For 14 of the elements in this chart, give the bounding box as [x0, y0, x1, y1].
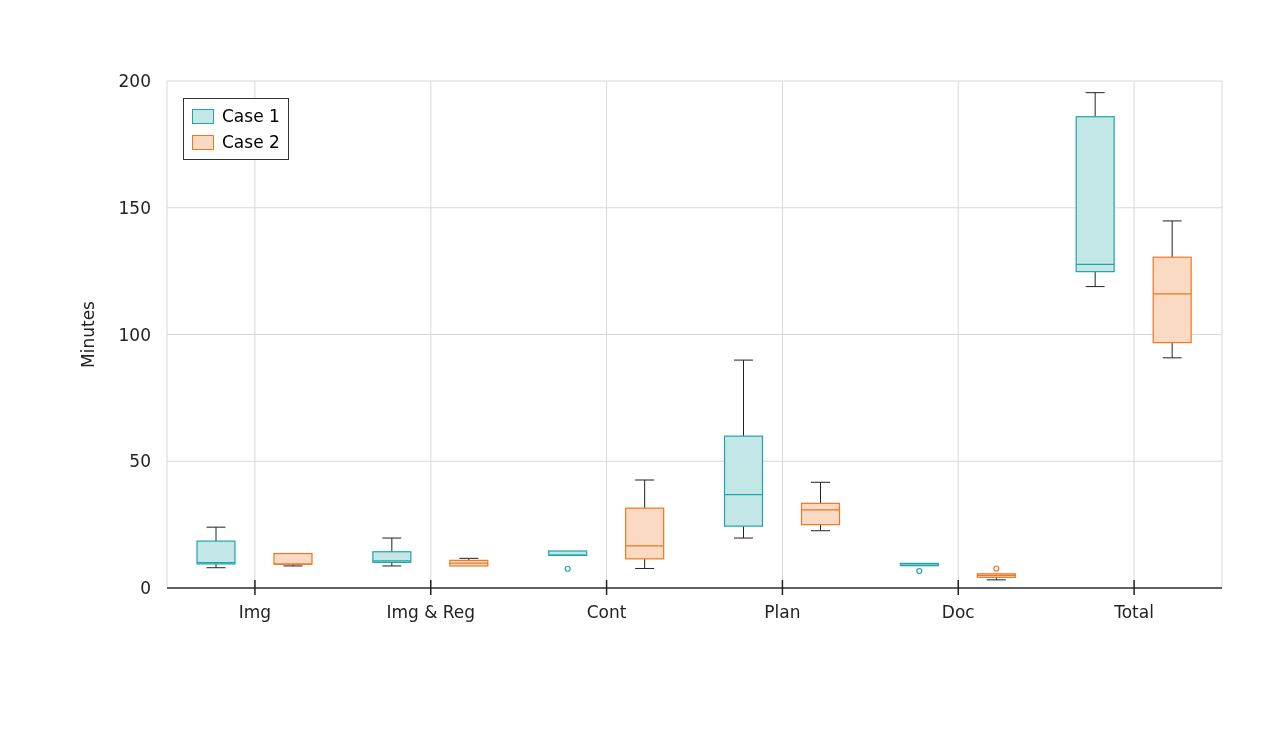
x-tick-label: Doc — [941, 602, 975, 622]
legend-label: Case 2 — [222, 131, 280, 154]
x-tick-label: Img & Reg — [386, 602, 476, 622]
y-tick-label: 0 — [140, 578, 151, 599]
y-tick-label: 50 — [129, 451, 151, 472]
x-tick-label: Cont — [586, 602, 627, 622]
y-axis-title: Minutes — [78, 300, 99, 368]
y-tick-label: 200 — [118, 71, 151, 92]
x-tick-label: Plan — [764, 602, 801, 622]
y-tick-label: 100 — [118, 324, 151, 345]
x-tick-label: Img — [238, 602, 272, 622]
legend-label: Case 1 — [222, 105, 280, 128]
y-tick-label: 150 — [118, 197, 151, 218]
x-tick-label: Total — [1113, 602, 1154, 622]
